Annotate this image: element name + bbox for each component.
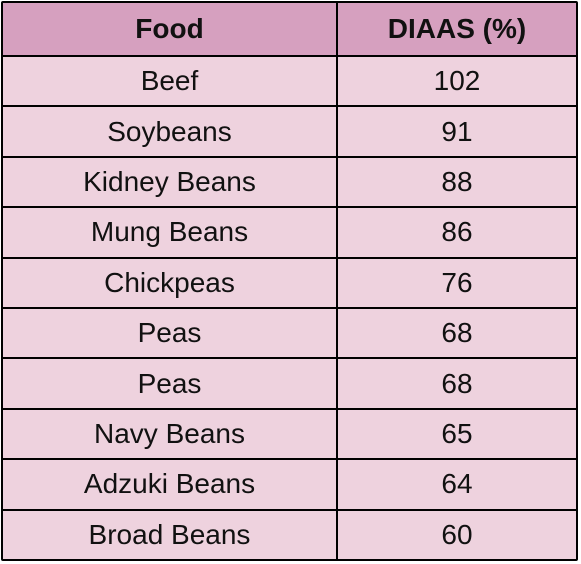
table-row: Kidney Beans 88 bbox=[3, 155, 576, 209]
food-cell: Mung Beans bbox=[3, 206, 338, 259]
diaas-cell: 88 bbox=[336, 155, 576, 209]
food-cell: Peas bbox=[3, 306, 338, 360]
diaas-cell: 68 bbox=[336, 357, 576, 410]
table-row: Navy Beans 65 bbox=[3, 407, 576, 461]
food-cell: Kidney Beans bbox=[3, 155, 338, 209]
table-row: Soybeans 91 bbox=[3, 105, 576, 158]
header-food: Food bbox=[3, 3, 338, 57]
food-cell: Chickpeas bbox=[3, 256, 338, 309]
diaas-cell: 102 bbox=[336, 54, 576, 108]
header-diaas: DIAAS (%) bbox=[336, 3, 576, 57]
diaas-cell: 65 bbox=[336, 407, 576, 461]
header-row: Food DIAAS (%) bbox=[3, 3, 576, 57]
diaas-cell: 64 bbox=[336, 458, 576, 511]
diaas-cell: 91 bbox=[336, 105, 576, 158]
food-cell: Navy Beans bbox=[3, 407, 338, 461]
food-cell: Peas bbox=[3, 357, 338, 410]
diaas-cell: 60 bbox=[336, 508, 576, 559]
table-row: Adzuki Beans 64 bbox=[3, 458, 576, 511]
food-cell: Broad Beans bbox=[3, 508, 338, 559]
table-row: Broad Beans 60 bbox=[3, 508, 576, 559]
table-row: Beef 102 bbox=[3, 54, 576, 108]
table-row: Peas 68 bbox=[3, 357, 576, 410]
table-row: Peas 68 bbox=[3, 306, 576, 360]
table-row: Mung Beans 86 bbox=[3, 206, 576, 259]
food-cell: Beef bbox=[3, 54, 338, 108]
table-row: Chickpeas 76 bbox=[3, 256, 576, 309]
diaas-cell: 86 bbox=[336, 206, 576, 259]
diaas-table: Food DIAAS (%) Beef 102 Soybeans 91 Kidn… bbox=[3, 3, 576, 559]
diaas-cell: 68 bbox=[336, 306, 576, 360]
food-cell: Adzuki Beans bbox=[3, 458, 338, 511]
diaas-cell: 76 bbox=[336, 256, 576, 309]
food-cell: Soybeans bbox=[3, 105, 338, 158]
